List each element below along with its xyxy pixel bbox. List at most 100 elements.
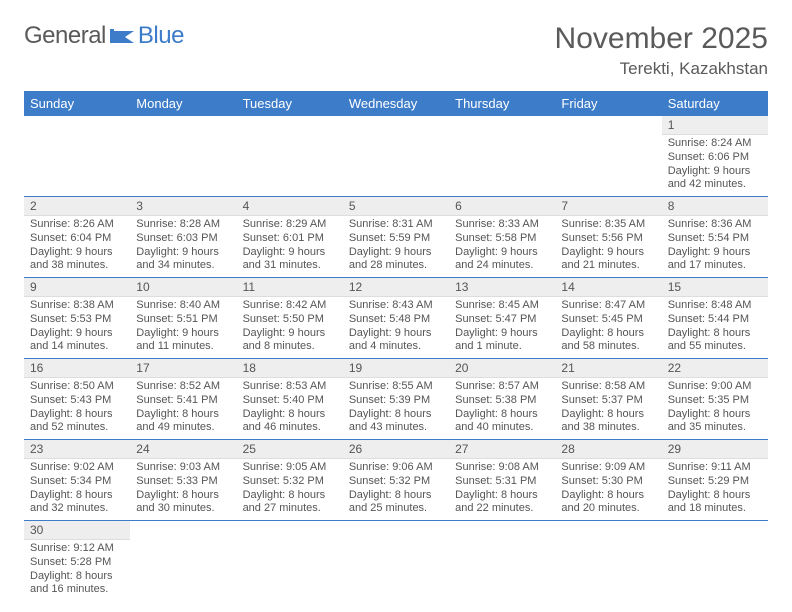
sunset-text: Sunset: 5:59 PM: [349, 232, 443, 246]
sunset-text: Sunset: 5:47 PM: [455, 313, 549, 327]
sunrise-text: Sunrise: 8:52 AM: [136, 380, 230, 394]
day-data: Sunrise: 9:02 AMSunset: 5:34 PMDaylight:…: [24, 459, 130, 520]
daylight-text: Daylight: 9 hours and 4 minutes.: [349, 327, 443, 355]
sunset-text: Sunset: 6:03 PM: [136, 232, 230, 246]
sunset-text: Sunset: 5:32 PM: [243, 475, 337, 489]
weekday-header: Sunday: [24, 91, 130, 116]
daylight-text: Daylight: 9 hours and 21 minutes.: [561, 246, 655, 274]
calendar-cell: [237, 521, 343, 602]
day-number: 4: [237, 197, 343, 216]
daylight-text: Daylight: 8 hours and 20 minutes.: [561, 489, 655, 517]
day-data: Sunrise: 9:12 AMSunset: 5:28 PMDaylight:…: [24, 540, 130, 601]
sunrise-text: Sunrise: 9:00 AM: [668, 380, 762, 394]
sunrise-text: Sunrise: 8:45 AM: [455, 299, 549, 313]
calendar-cell: 19Sunrise: 8:55 AMSunset: 5:39 PMDayligh…: [343, 359, 449, 440]
day-number: 21: [555, 359, 661, 378]
day-data: Sunrise: 8:24 AMSunset: 6:06 PMDaylight:…: [662, 135, 768, 196]
weekday-header: Thursday: [449, 91, 555, 116]
sunset-text: Sunset: 5:56 PM: [561, 232, 655, 246]
calendar-cell: [130, 521, 236, 602]
calendar-cell: [130, 116, 236, 197]
calendar-cell: 15Sunrise: 8:48 AMSunset: 5:44 PMDayligh…: [662, 278, 768, 359]
calendar-cell: 16Sunrise: 8:50 AMSunset: 5:43 PMDayligh…: [24, 359, 130, 440]
calendar-week-row: 9Sunrise: 8:38 AMSunset: 5:53 PMDaylight…: [24, 278, 768, 359]
daylight-text: Daylight: 8 hours and 58 minutes.: [561, 327, 655, 355]
weekday-header: Saturday: [662, 91, 768, 116]
calendar-cell: [555, 521, 661, 602]
sunrise-text: Sunrise: 9:11 AM: [668, 461, 762, 475]
day-number: 6: [449, 197, 555, 216]
sunrise-text: Sunrise: 8:29 AM: [243, 218, 337, 232]
calendar-cell: 20Sunrise: 8:57 AMSunset: 5:38 PMDayligh…: [449, 359, 555, 440]
day-data: Sunrise: 9:03 AMSunset: 5:33 PMDaylight:…: [130, 459, 236, 520]
daylight-text: Daylight: 9 hours and 24 minutes.: [455, 246, 549, 274]
day-data: Sunrise: 8:40 AMSunset: 5:51 PMDaylight:…: [130, 297, 236, 358]
day-number: 2: [24, 197, 130, 216]
weekday-header: Tuesday: [237, 91, 343, 116]
sunset-text: Sunset: 5:41 PM: [136, 394, 230, 408]
day-data: Sunrise: 8:55 AMSunset: 5:39 PMDaylight:…: [343, 378, 449, 439]
daylight-text: Daylight: 8 hours and 52 minutes.: [30, 408, 124, 436]
sunset-text: Sunset: 5:51 PM: [136, 313, 230, 327]
calendar-cell: [343, 521, 449, 602]
day-number: 10: [130, 278, 236, 297]
sunset-text: Sunset: 5:45 PM: [561, 313, 655, 327]
calendar-cell: 10Sunrise: 8:40 AMSunset: 5:51 PMDayligh…: [130, 278, 236, 359]
day-number: 20: [449, 359, 555, 378]
day-data: Sunrise: 9:08 AMSunset: 5:31 PMDaylight:…: [449, 459, 555, 520]
sunset-text: Sunset: 5:50 PM: [243, 313, 337, 327]
sunset-text: Sunset: 5:39 PM: [349, 394, 443, 408]
sunrise-text: Sunrise: 8:28 AM: [136, 218, 230, 232]
day-data: Sunrise: 8:48 AMSunset: 5:44 PMDaylight:…: [662, 297, 768, 358]
sunrise-text: Sunrise: 9:05 AM: [243, 461, 337, 475]
day-data: Sunrise: 8:47 AMSunset: 5:45 PMDaylight:…: [555, 297, 661, 358]
sunrise-text: Sunrise: 8:57 AM: [455, 380, 549, 394]
sunrise-text: Sunrise: 8:50 AM: [30, 380, 124, 394]
calendar-cell: 2Sunrise: 8:26 AMSunset: 6:04 PMDaylight…: [24, 197, 130, 278]
sunset-text: Sunset: 5:35 PM: [668, 394, 762, 408]
calendar-cell: 5Sunrise: 8:31 AMSunset: 5:59 PMDaylight…: [343, 197, 449, 278]
day-data: Sunrise: 8:33 AMSunset: 5:58 PMDaylight:…: [449, 216, 555, 277]
day-number: 1: [662, 116, 768, 135]
weekday-header-row: Sunday Monday Tuesday Wednesday Thursday…: [24, 91, 768, 116]
calendar-cell: 26Sunrise: 9:06 AMSunset: 5:32 PMDayligh…: [343, 440, 449, 521]
calendar-cell: 22Sunrise: 9:00 AMSunset: 5:35 PMDayligh…: [662, 359, 768, 440]
weekday-header: Wednesday: [343, 91, 449, 116]
daylight-text: Daylight: 8 hours and 30 minutes.: [136, 489, 230, 517]
sunset-text: Sunset: 5:58 PM: [455, 232, 549, 246]
sunrise-text: Sunrise: 8:47 AM: [561, 299, 655, 313]
day-data: Sunrise: 8:43 AMSunset: 5:48 PMDaylight:…: [343, 297, 449, 358]
calendar-cell: 12Sunrise: 8:43 AMSunset: 5:48 PMDayligh…: [343, 278, 449, 359]
sunrise-text: Sunrise: 8:33 AM: [455, 218, 549, 232]
calendar-cell: 14Sunrise: 8:47 AMSunset: 5:45 PMDayligh…: [555, 278, 661, 359]
day-data: Sunrise: 8:26 AMSunset: 6:04 PMDaylight:…: [24, 216, 130, 277]
daylight-text: Daylight: 8 hours and 18 minutes.: [668, 489, 762, 517]
sunset-text: Sunset: 6:04 PM: [30, 232, 124, 246]
sunrise-text: Sunrise: 8:35 AM: [561, 218, 655, 232]
calendar-week-row: 16Sunrise: 8:50 AMSunset: 5:43 PMDayligh…: [24, 359, 768, 440]
day-data: Sunrise: 8:31 AMSunset: 5:59 PMDaylight:…: [343, 216, 449, 277]
day-data: Sunrise: 8:52 AMSunset: 5:41 PMDaylight:…: [130, 378, 236, 439]
daylight-text: Daylight: 8 hours and 55 minutes.: [668, 327, 762, 355]
daylight-text: Daylight: 8 hours and 25 minutes.: [349, 489, 443, 517]
day-number: 19: [343, 359, 449, 378]
sunset-text: Sunset: 5:40 PM: [243, 394, 337, 408]
sunrise-text: Sunrise: 8:31 AM: [349, 218, 443, 232]
weekday-header: Monday: [130, 91, 236, 116]
weekday-header: Friday: [555, 91, 661, 116]
sunrise-text: Sunrise: 8:43 AM: [349, 299, 443, 313]
daylight-text: Daylight: 9 hours and 14 minutes.: [30, 327, 124, 355]
logo-text-general: General: [24, 22, 106, 50]
sunrise-text: Sunrise: 8:42 AM: [243, 299, 337, 313]
day-number: 9: [24, 278, 130, 297]
calendar-cell: 4Sunrise: 8:29 AMSunset: 6:01 PMDaylight…: [237, 197, 343, 278]
sunset-text: Sunset: 5:38 PM: [455, 394, 549, 408]
day-data: Sunrise: 8:58 AMSunset: 5:37 PMDaylight:…: [555, 378, 661, 439]
day-data: Sunrise: 9:00 AMSunset: 5:35 PMDaylight:…: [662, 378, 768, 439]
calendar-cell: 21Sunrise: 8:58 AMSunset: 5:37 PMDayligh…: [555, 359, 661, 440]
sunrise-text: Sunrise: 8:48 AM: [668, 299, 762, 313]
daylight-text: Daylight: 9 hours and 38 minutes.: [30, 246, 124, 274]
day-number: 8: [662, 197, 768, 216]
daylight-text: Daylight: 8 hours and 38 minutes.: [561, 408, 655, 436]
day-data: Sunrise: 8:29 AMSunset: 6:01 PMDaylight:…: [237, 216, 343, 277]
